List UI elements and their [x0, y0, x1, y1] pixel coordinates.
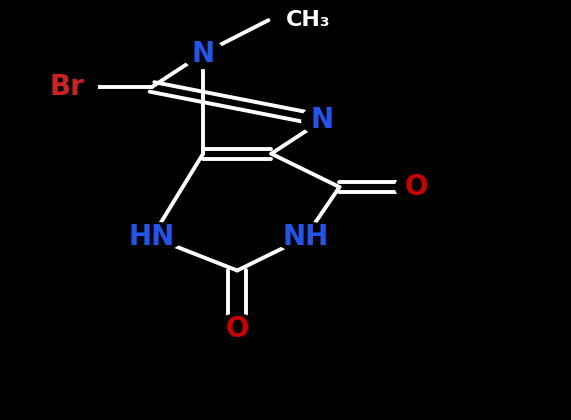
Text: O: O — [404, 173, 428, 201]
Ellipse shape — [301, 105, 344, 136]
Ellipse shape — [120, 221, 183, 253]
Text: NH: NH — [282, 223, 328, 251]
Text: O: O — [226, 315, 249, 343]
Ellipse shape — [274, 221, 337, 253]
Text: N: N — [311, 106, 334, 134]
Text: CH₃: CH₃ — [286, 10, 330, 30]
Ellipse shape — [216, 313, 259, 344]
Text: Br: Br — [49, 73, 84, 101]
Text: N: N — [191, 39, 215, 68]
Text: HN: HN — [129, 223, 175, 251]
Ellipse shape — [35, 71, 98, 102]
Ellipse shape — [395, 171, 437, 203]
Ellipse shape — [182, 38, 224, 69]
